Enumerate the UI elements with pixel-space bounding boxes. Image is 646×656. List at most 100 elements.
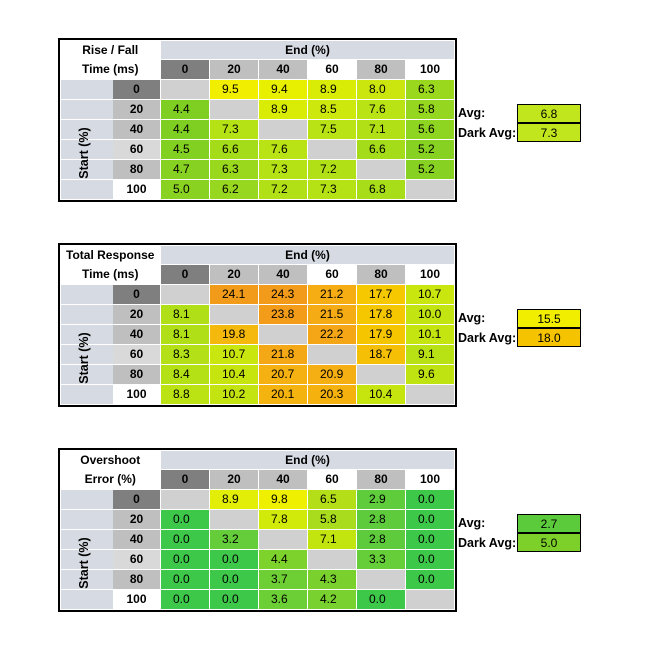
start-row-value: 60 <box>113 139 160 159</box>
value-cell: 21.2 <box>307 283 357 305</box>
empty-cell <box>307 548 357 570</box>
start-row-header: 40 <box>60 323 161 345</box>
value-cell: 6.3 <box>209 158 259 180</box>
value-cell: 7.3 <box>258 158 308 180</box>
value-cell: 2.9 <box>356 488 406 510</box>
end-header: End (%) <box>159 450 456 470</box>
table-title-line2: Time (ms) <box>60 59 161 79</box>
value-cell: 9.1 <box>404 343 456 365</box>
value-cell: 4.4 <box>258 548 308 570</box>
value-cell: 7.3 <box>307 178 357 200</box>
end-column-header: 60 <box>307 264 357 285</box>
start-row-value: 100 <box>113 384 160 404</box>
value-cell: 10.4 <box>356 383 406 405</box>
value-cell: 8.1 <box>160 303 210 325</box>
value-cell: 24.1 <box>209 283 259 305</box>
empty-cell <box>307 343 357 365</box>
value-cell: 6.2 <box>209 178 259 200</box>
start-header-band <box>61 179 113 199</box>
start-row-value: 0 <box>113 79 160 99</box>
value-cell: 0.0 <box>160 508 210 530</box>
value-cell: 4.2 <box>307 588 357 610</box>
end-column-header: 80 <box>356 264 406 285</box>
end-column-header: 80 <box>356 469 406 490</box>
value-cell: 18.7 <box>356 343 406 365</box>
end-column-header: 20 <box>209 469 259 490</box>
dark-avg-value: 5.0 <box>517 533 581 552</box>
start-row-value: 40 <box>113 324 160 344</box>
value-cell: 7.1 <box>356 118 406 140</box>
start-header-band <box>61 159 113 179</box>
start-header-band <box>61 344 113 364</box>
start-row-header: 100 <box>60 383 161 405</box>
value-cell: 0.0 <box>404 488 456 510</box>
value-cell: 17.7 <box>356 283 406 305</box>
value-cell: 8.0 <box>356 78 406 100</box>
end-column-header: 100 <box>404 469 456 490</box>
value-cell: 4.3 <box>307 568 357 590</box>
value-cell: 0.0 <box>160 548 210 570</box>
table-title-line1: Rise / Fall <box>60 40 161 60</box>
table-row: 60 0.0 0.0 4.4 3.3 0.0 <box>60 548 456 570</box>
table-row: 80 0.0 0.0 3.7 4.3 0.0 <box>60 568 456 590</box>
start-row-header: 0 <box>60 78 161 100</box>
value-cell: 3.2 <box>209 528 259 550</box>
start-row-header: 80 <box>60 568 161 590</box>
end-column-header: 0 <box>160 469 210 490</box>
response-table-1: Total Response End (%) Time (ms) 0 20 40 60 80 1… <box>57 243 458 407</box>
table-row: 20 0.0 7.8 5.8 2.8 0.0 <box>60 508 456 530</box>
value-cell: 6.6 <box>209 138 259 160</box>
table-row: 20 4.4 8.9 8.5 7.6 5.8 <box>60 98 456 120</box>
end-column-header: 20 <box>209 264 259 285</box>
value-cell: 7.2 <box>258 178 308 200</box>
start-row-value: 40 <box>113 529 160 549</box>
start-row-value: 20 <box>113 304 160 324</box>
start-row-header: 0 <box>60 283 161 305</box>
start-row-value: 20 <box>113 99 160 119</box>
avg-label: Avg: <box>458 106 486 120</box>
end-column-header: 80 <box>356 59 406 80</box>
table-row: 0 8.9 9.8 6.5 2.9 0.0 <box>60 488 456 510</box>
start-header-band <box>61 324 113 344</box>
value-cell: 8.1 <box>160 323 210 345</box>
empty-cell <box>404 383 456 405</box>
table-row: 40 4.4 7.3 7.5 7.1 5.6 <box>60 118 456 140</box>
value-cell: 8.9 <box>258 98 308 120</box>
value-cell: 9.4 <box>258 78 308 100</box>
value-cell: 7.8 <box>258 508 308 530</box>
start-header-band <box>61 364 113 384</box>
value-cell: 21.8 <box>258 343 308 365</box>
dark-avg-label: Dark Avg: <box>458 331 517 345</box>
start-header-band <box>61 304 113 324</box>
value-cell: 7.5 <box>307 118 357 140</box>
start-axis-label: Start (%) <box>77 127 91 179</box>
start-header-band <box>61 79 113 99</box>
value-cell: 7.1 <box>307 528 357 550</box>
empty-cell <box>356 363 406 385</box>
table-row: 60 4.5 6.6 7.6 6.6 5.2 <box>60 138 456 160</box>
end-column-header: 100 <box>404 59 456 80</box>
start-row-header: 20 <box>60 508 161 530</box>
start-row-header: 60 <box>60 343 161 365</box>
value-cell: 20.9 <box>307 363 357 385</box>
empty-cell <box>209 303 259 325</box>
start-row-value: 20 <box>113 509 160 529</box>
value-cell: 6.6 <box>356 138 406 160</box>
value-cell: 0.0 <box>160 568 210 590</box>
table-row: 20 8.1 23.8 21.5 17.8 10.0 <box>60 303 456 325</box>
value-cell: 8.9 <box>307 78 357 100</box>
value-cell: 9.5 <box>209 78 259 100</box>
empty-cell <box>209 508 259 530</box>
value-cell: 0.0 <box>404 568 456 590</box>
start-row-value: 0 <box>113 284 160 304</box>
value-cell: 10.7 <box>404 283 456 305</box>
value-cell: 0.0 <box>160 528 210 550</box>
start-row-value: 100 <box>113 589 160 609</box>
value-cell: 24.3 <box>258 283 308 305</box>
table-row: 100 8.8 10.2 20.1 20.3 10.4 <box>60 383 456 405</box>
start-header-band <box>61 509 113 529</box>
empty-cell <box>160 488 210 510</box>
value-cell: 7.2 <box>307 158 357 180</box>
table-row: 100 0.0 0.0 3.6 4.2 0.0 <box>60 588 456 610</box>
table-row: 100 5.0 6.2 7.2 7.3 6.8 <box>60 178 456 200</box>
